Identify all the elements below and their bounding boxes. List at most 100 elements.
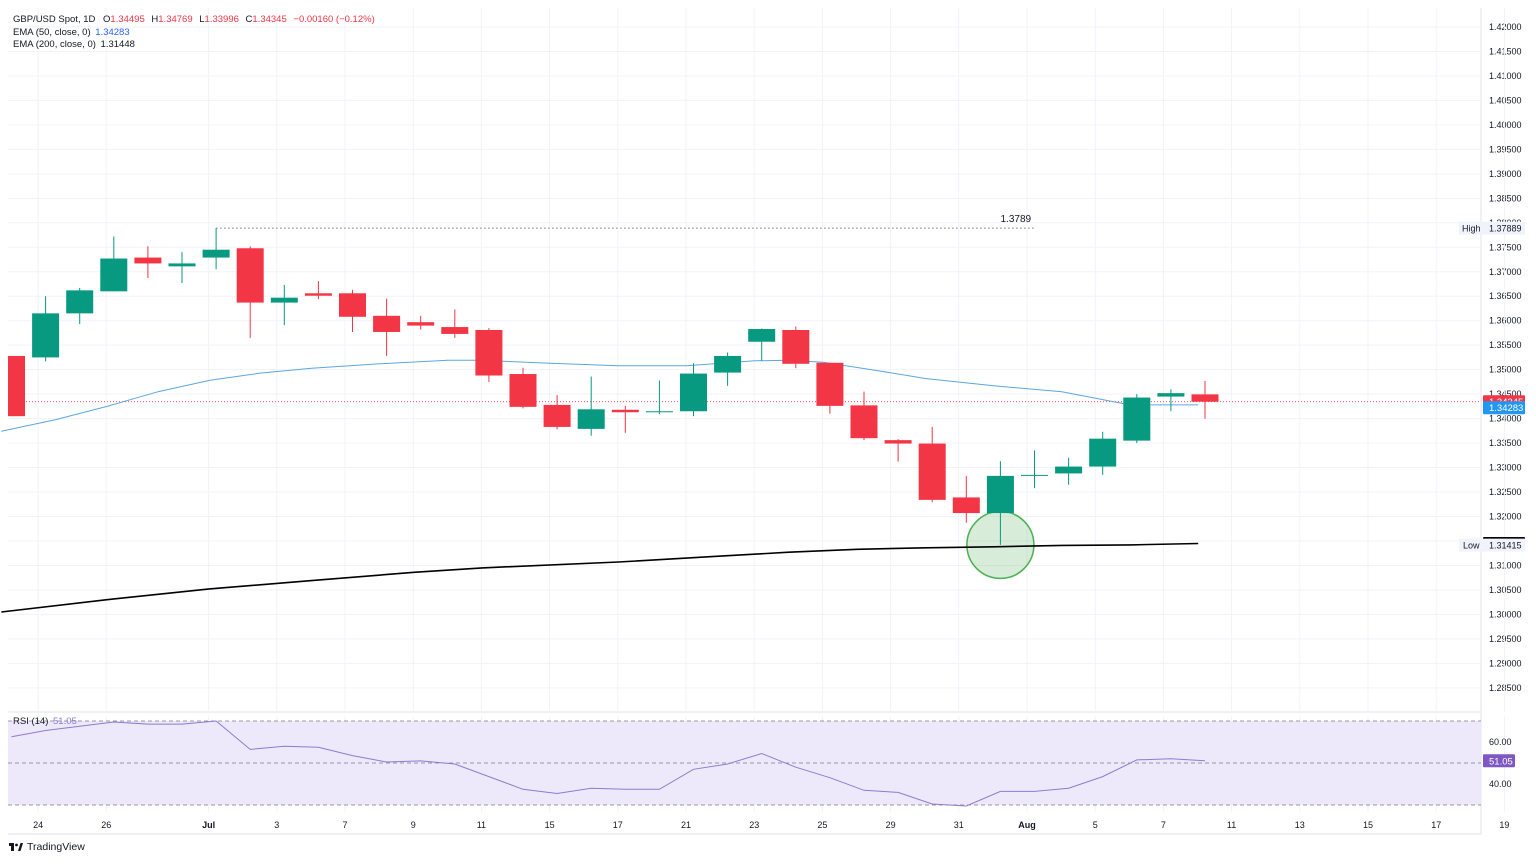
rsi-tick-label: 60.00 [1489, 737, 1512, 747]
price-tick-label: 1.28500 [1489, 683, 1522, 693]
candle [748, 328, 776, 361]
time-tick-label: 5 [1093, 820, 1098, 830]
rsi-tick-label: 40.00 [1489, 779, 1512, 789]
price-tick-label: 1.35500 [1489, 340, 1522, 350]
candle [543, 395, 571, 430]
legend-low-key: L [199, 14, 205, 25]
price-tick-label: 1.41000 [1489, 71, 1522, 81]
low-tag-value: 1.31415 [1489, 541, 1522, 551]
candle [952, 475, 980, 523]
legend-open-value: 1.34495 [110, 14, 145, 25]
candle [32, 296, 60, 362]
time-tick-label: 23 [749, 820, 759, 830]
chart-legend: GBP/USD Spot, 1D O1.34495 H1.34769 L1.33… [13, 14, 375, 52]
time-tick-label: 11 [1227, 820, 1236, 830]
price-tick-label: 1.33500 [1489, 438, 1522, 448]
ema50-price-tag-text: 1.34283 [1489, 403, 1523, 414]
candle [339, 289, 366, 332]
tradingview-branding[interactable]: TradingView [9, 841, 85, 853]
candle-body [816, 362, 844, 406]
candle-body [168, 263, 196, 267]
candle-body [202, 249, 230, 258]
candle-body [714, 355, 742, 373]
ema50-price-tag: 1.34283 [1483, 401, 1525, 415]
tradingview-logo-icon [9, 842, 23, 852]
time-tick-label: 25 [817, 820, 827, 830]
low-tag-label: Low [1463, 541, 1480, 551]
candle [714, 352, 742, 386]
price-tick-label: 1.40500 [1489, 95, 1522, 105]
candle [986, 461, 1014, 545]
time-tick-label: 17 [613, 820, 623, 830]
price-tick-label: 1.36500 [1489, 291, 1522, 301]
time-tick-label: 11 [477, 820, 486, 830]
legend-high-key: H [151, 14, 159, 25]
candle [441, 309, 469, 338]
price-tick-label: 1.36000 [1489, 316, 1522, 326]
candle-body [304, 293, 332, 296]
high-tag-bg [1459, 221, 1525, 235]
time-tick-label: 7 [342, 820, 347, 830]
candle [816, 362, 844, 414]
rsi-value-tag: 51.05 [1483, 754, 1515, 768]
candle [475, 328, 503, 382]
candle [373, 298, 401, 356]
time-tick-label: 21 [681, 820, 691, 830]
legend-ema50-row[interactable]: EMA (50, close, 0) 1.34283 [13, 27, 375, 40]
candle-body [8, 355, 25, 417]
candle [1157, 389, 1185, 412]
time-tick-label: 17 [1431, 820, 1441, 830]
candle [577, 376, 605, 436]
rsi-value-tag-bg [1483, 754, 1515, 768]
candle [1055, 457, 1083, 485]
candle [304, 281, 332, 300]
candle [918, 426, 946, 503]
candle-body [32, 313, 60, 358]
price-tick-label: 1.31000 [1489, 560, 1522, 570]
time-tick-label: 31 [954, 820, 964, 830]
rsi-legend-value: 51.05 [53, 716, 77, 727]
price-tick-label: 1.32000 [1489, 512, 1522, 522]
price-tick-label: 1.37000 [1489, 267, 1522, 277]
candle-body [441, 327, 469, 334]
candle [168, 252, 196, 284]
rsi-legend-label: RSI (14) [13, 716, 49, 727]
legend-ema200-value: 1.31448 [100, 39, 135, 50]
candle [1123, 394, 1151, 444]
candle-body [680, 373, 707, 412]
legend-symbol: GBP/USD Spot, 1D [13, 14, 96, 25]
candle-body [134, 257, 162, 264]
legend-ema50-value: 1.34283 [95, 26, 130, 38]
tradingview-wordmark: TradingView [27, 841, 85, 853]
candle-body [475, 330, 503, 376]
candle-body [66, 290, 94, 314]
candle-body [543, 404, 571, 427]
candle [236, 246, 264, 338]
high-price-label: 1.3789 [1001, 214, 1032, 225]
candle [850, 391, 878, 441]
rsi-legend[interactable]: RSI (14) 51.05 [13, 716, 77, 727]
time-tick-label: Jul [202, 820, 215, 830]
price-tick-label: 1.33000 [1489, 463, 1522, 473]
candle [66, 287, 94, 325]
candle-body [577, 409, 605, 429]
candle [509, 367, 537, 409]
price-tick-label: 1.39000 [1489, 169, 1522, 179]
low-tag-bg [1459, 538, 1525, 552]
candle-body [986, 475, 1014, 514]
legend-close-value: 1.34345 [252, 14, 287, 25]
price-tick-label: 1.34000 [1489, 414, 1522, 424]
legend-open-key: O [103, 14, 111, 25]
candle-body [1021, 474, 1048, 476]
legend-ema200-row[interactable]: EMA (200, close, 0) 1.31448 [13, 39, 375, 52]
ema200-line [1, 542, 1199, 613]
price-tick-label: 1.37500 [1489, 242, 1522, 252]
candle-body [645, 411, 673, 413]
candle-body [100, 258, 128, 292]
candle-body [270, 297, 298, 303]
rsi-value-tag-text: 51.05 [1489, 756, 1513, 767]
candle-body [339, 293, 366, 317]
candle-body [952, 497, 980, 514]
